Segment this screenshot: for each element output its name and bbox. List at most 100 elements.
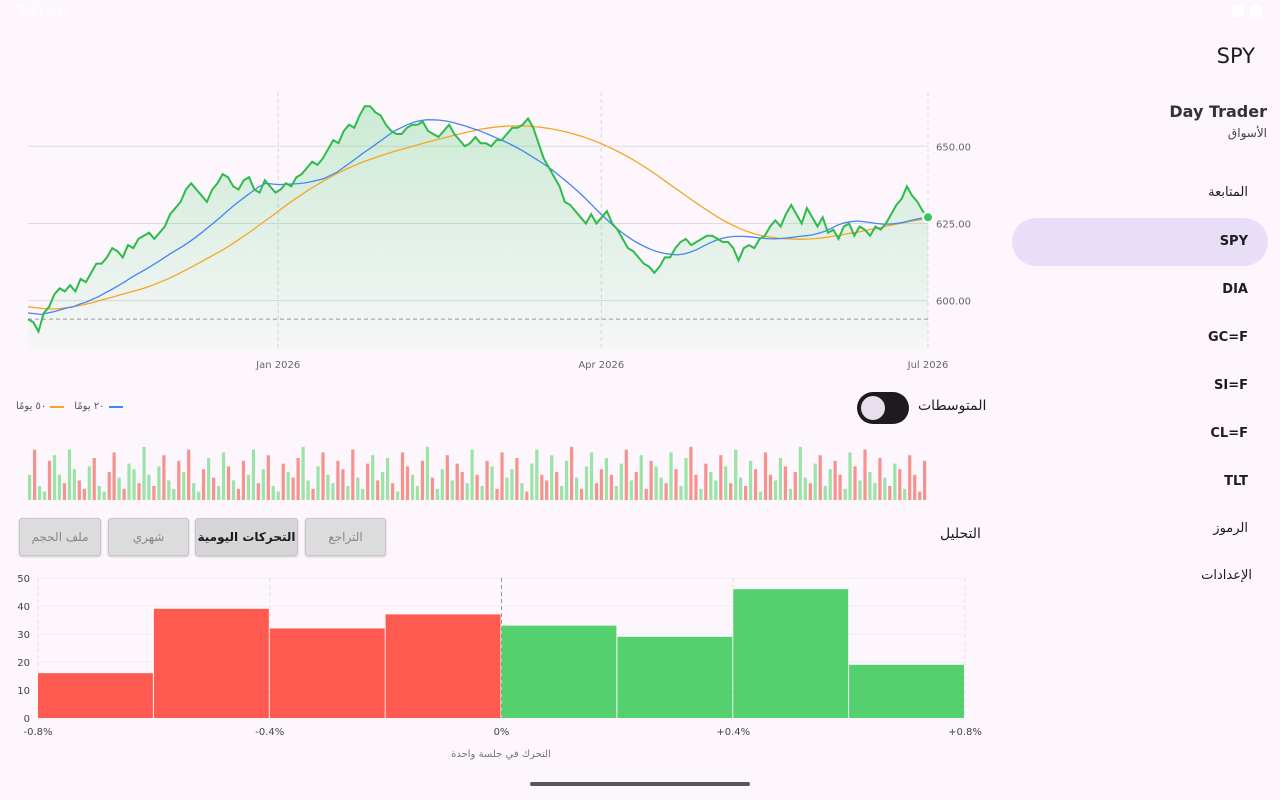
- volume-bar: [381, 472, 385, 500]
- volume-bar: [301, 446, 305, 500]
- volume-bar: [117, 477, 121, 500]
- sidebar-active-indicator: [1012, 218, 1268, 266]
- moving-averages-label: المتوسطات: [918, 398, 987, 414]
- volume-bar: [525, 491, 529, 500]
- chip-drawdown[interactable]: التراجع: [305, 518, 386, 556]
- sidebar-item-watchlist[interactable]: المتابعة: [1208, 185, 1248, 200]
- battery-icon: [1250, 5, 1262, 17]
- volume-bar: [614, 486, 618, 500]
- volume-bar: [187, 449, 191, 500]
- volume-bar: [97, 486, 101, 500]
- volume-bar: [813, 463, 817, 500]
- volume-bar: [734, 449, 738, 500]
- volume-bar: [704, 463, 708, 500]
- volume-bar: [788, 488, 793, 500]
- volume-bar: [182, 472, 186, 500]
- brand-title: Day Trader: [1169, 102, 1267, 121]
- volume-bar: [778, 458, 783, 500]
- sidebar-item-sif[interactable]: SI=F: [1214, 378, 1248, 393]
- volume-bar: [674, 469, 678, 500]
- volume-bar: [326, 474, 330, 500]
- y-tick-label: 20: [17, 658, 30, 669]
- chip-daily-moves[interactable]: التحركات اليومية: [195, 518, 298, 556]
- chip-monthly[interactable]: شهري: [108, 518, 189, 556]
- volume-bar: [33, 449, 37, 500]
- volume-bar: [167, 480, 171, 500]
- x-tick-label: Jan 2026: [255, 360, 300, 371]
- sidebar-item-symbols[interactable]: الرموز: [1213, 521, 1248, 536]
- volume-bar: [102, 491, 106, 500]
- chip-volume-profile[interactable]: ملف الحجم: [19, 518, 101, 556]
- volume-bar: [599, 469, 604, 500]
- sidebar-item-settings[interactable]: الإعدادات: [1201, 568, 1252, 583]
- volume-bar: [430, 477, 435, 500]
- volume-bar: [356, 477, 360, 500]
- volume-bar: [485, 460, 489, 500]
- volume-bar: [192, 483, 196, 500]
- volume-bar: [371, 455, 375, 500]
- volume-bar: [241, 460, 246, 500]
- y-tick-label: 50: [17, 574, 30, 585]
- volume-bar: [405, 466, 410, 500]
- ma-legend: ٥٠ يومًا ٢٠ يومًا: [16, 401, 123, 412]
- x-tick-label: Jul 2026: [907, 360, 949, 371]
- volume-bar: [609, 474, 614, 500]
- volume-bar: [868, 472, 872, 500]
- sidebar-item-clf[interactable]: CL=F: [1210, 426, 1248, 441]
- histogram-bar-up: [733, 589, 849, 718]
- daily-moves-histogram: 0 10 20 30 40 50 -0.8% -0.4% 0% +0.4% +0.8% التحرك …: [17, 574, 982, 760]
- volume-bar: [669, 452, 673, 500]
- sidebar-item-dia[interactable]: DIA: [1222, 282, 1248, 297]
- volume-bar: [460, 472, 464, 500]
- volume-bar: [838, 474, 842, 500]
- volume-bar: [833, 460, 837, 500]
- home-indicator[interactable]: [530, 782, 750, 786]
- price-chart[interactable]: 600.00 625.00 650.00 Jan 2026 Apr 2026 Jul 20…: [0, 92, 1000, 382]
- volume-bar: [798, 446, 802, 500]
- toggle-knob: [861, 396, 885, 420]
- volume-bar: [291, 477, 295, 500]
- price-line: [27, 105, 929, 335]
- volume-bar: [376, 480, 380, 500]
- volume-bar: [391, 483, 395, 500]
- volume-bar: [888, 486, 892, 500]
- y-tick-label: 0: [24, 714, 30, 725]
- y-tick-label: 650.00: [936, 142, 971, 153]
- volume-bar: [142, 446, 146, 500]
- x-tick-label: +0.8%: [948, 727, 982, 738]
- y-tick-label: 30: [17, 630, 30, 641]
- sidebar-item-tlt[interactable]: TLT: [1224, 474, 1248, 489]
- volume-bar: [758, 491, 763, 500]
- volume-bar: [863, 449, 867, 500]
- volume-bar: [624, 449, 628, 500]
- volume-bar: [714, 480, 718, 500]
- page-title: SPY: [1216, 44, 1255, 68]
- volume-bar: [754, 469, 758, 500]
- volume-bar: [689, 446, 693, 500]
- volume-bar: [266, 455, 270, 500]
- volume-bar: [67, 449, 72, 500]
- volume-bar: [246, 474, 251, 500]
- sidebar-item-spy[interactable]: SPY: [1219, 234, 1248, 249]
- volume-bar: [271, 486, 275, 500]
- sidebar-item-gcf[interactable]: GC=F: [1208, 330, 1248, 345]
- volume-bar: [749, 460, 753, 500]
- volume-bar: [724, 466, 728, 500]
- volume-bar: [709, 472, 713, 500]
- histogram-bar-up: [501, 625, 617, 718]
- volume-bar: [843, 488, 847, 500]
- volume-bar: [510, 469, 514, 500]
- volume-bar: [903, 488, 907, 500]
- volume-bar: [893, 463, 897, 500]
- moving-averages-toggle[interactable]: [857, 392, 909, 424]
- wifi-icon: [1232, 5, 1244, 17]
- volume-bar: [28, 474, 32, 500]
- x-tick-label: +0.4%: [716, 727, 750, 738]
- volume-bar: [396, 491, 400, 500]
- histogram-bar-down: [38, 673, 153, 718]
- legend-ma20-swatch: [108, 405, 123, 408]
- status-bar: 8:11 AM: [0, 0, 1280, 24]
- chip-volume-profile-label: ملف الحجم: [31, 530, 89, 544]
- chip-monthly-label: شهري: [132, 530, 165, 544]
- volume-bar: [236, 488, 241, 500]
